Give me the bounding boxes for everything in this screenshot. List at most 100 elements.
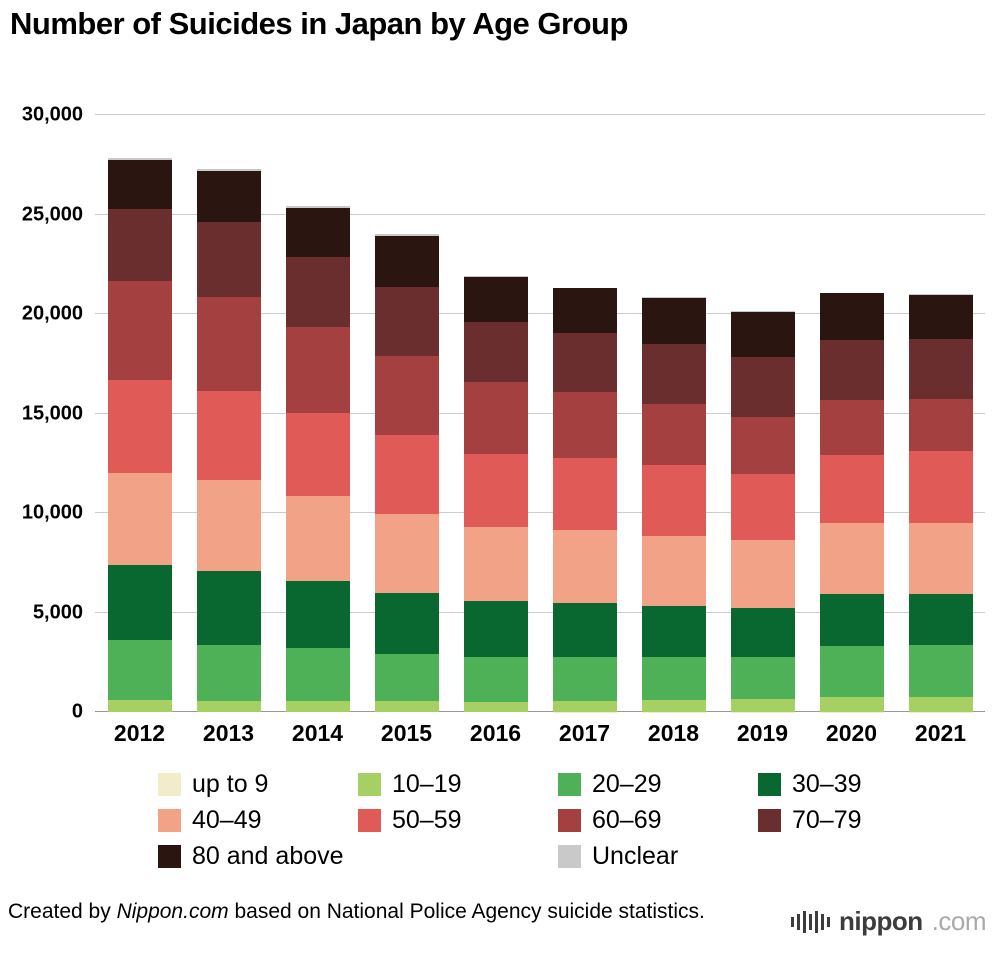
legend-label: 20–29 xyxy=(592,770,662,798)
bar-segment xyxy=(730,608,795,657)
bar-segment xyxy=(285,257,350,328)
legend-item: Unclear xyxy=(558,842,758,871)
bar-segment xyxy=(908,451,973,524)
bar-segment xyxy=(107,473,172,566)
legend-label: up to 9 xyxy=(192,770,269,798)
y-tick-label: 0 xyxy=(71,700,83,723)
bar-segment xyxy=(374,233,439,236)
x-tick-label: 2017 xyxy=(558,720,611,746)
bar-segment xyxy=(730,474,795,541)
bar-segment xyxy=(908,697,973,712)
y-tick-label: 25,000 xyxy=(21,203,83,225)
legend-swatch xyxy=(758,773,781,796)
bar-segment xyxy=(463,454,528,527)
legend-item: 50–59 xyxy=(358,806,558,835)
y-tick-label: 20,000 xyxy=(21,302,83,325)
x-tick-label: 2015 xyxy=(380,720,433,746)
bar-segment xyxy=(285,327,350,414)
source-note: Created by Nippon.com based on National … xyxy=(8,898,748,925)
legend-item: 80 and above xyxy=(158,842,358,871)
bar-segment xyxy=(730,356,795,417)
bar-segment xyxy=(641,403,706,466)
bar-segment xyxy=(107,380,172,474)
bar-segment xyxy=(374,513,439,593)
bar-segment xyxy=(641,343,706,404)
bar-segment xyxy=(730,540,795,609)
bar-segment xyxy=(285,701,350,712)
legend-item: up to 9 xyxy=(158,770,358,799)
legend-swatch xyxy=(558,809,581,832)
nippon-logo-tld: .com xyxy=(931,906,987,936)
legend-swatch xyxy=(558,773,581,796)
bar-segment xyxy=(908,398,973,452)
legend-swatch xyxy=(158,809,181,832)
bar-segment xyxy=(908,295,973,340)
gridline xyxy=(95,611,985,613)
bar-segment xyxy=(819,523,884,595)
bar-segment xyxy=(641,700,706,712)
bar-segment xyxy=(374,654,439,701)
bar-segment xyxy=(730,311,795,357)
x-tick-label: 2018 xyxy=(647,720,700,746)
bar-segment xyxy=(908,294,973,296)
bar-segment xyxy=(641,297,706,299)
bar-2019 xyxy=(730,115,795,712)
legend-label: 80 and above xyxy=(192,842,344,870)
nippon-logo-mark-icon xyxy=(791,910,831,933)
bar-segment xyxy=(374,355,439,435)
bar-segment xyxy=(374,700,439,712)
gridline xyxy=(95,114,985,115)
bar-segment xyxy=(463,701,528,712)
bar-segment xyxy=(285,580,350,648)
bar-segment xyxy=(107,565,172,641)
bar-segment xyxy=(285,207,350,258)
bar-segment xyxy=(641,536,706,606)
plot-area: 0 5,000 10,000 15,000 20,000 25,000 30,000 xyxy=(22,104,985,723)
legend-swatch xyxy=(158,773,181,796)
source-note-site: Nippon.com xyxy=(116,900,229,923)
legend-label: 50–59 xyxy=(392,806,462,834)
bar-segment xyxy=(107,208,172,282)
bar-segment xyxy=(285,647,350,702)
gridline xyxy=(95,313,985,314)
legend-label: 60–69 xyxy=(592,806,662,834)
bar-segment xyxy=(196,170,261,222)
bar-segment xyxy=(819,455,884,524)
legend-label: 30–39 xyxy=(792,770,862,798)
source-note-suffix: based on National Police Agency suicide … xyxy=(228,900,705,923)
x-tick-label: 2020 xyxy=(825,720,878,746)
x-tick-label: 2014 xyxy=(291,720,344,746)
source-note-prefix: Created by xyxy=(8,900,117,923)
bar-segment xyxy=(552,602,617,657)
legend-item: 30–39 xyxy=(758,770,958,799)
bar-2020 xyxy=(819,115,884,712)
bar-segment xyxy=(552,288,617,334)
bar-segment xyxy=(463,276,528,322)
legend-label: Unclear xyxy=(592,842,679,870)
legend-item: 10–19 xyxy=(358,770,558,799)
bar-segment xyxy=(107,640,172,701)
bar-segment xyxy=(107,157,172,160)
bar-segment xyxy=(730,416,795,475)
legend-label: 10–19 xyxy=(392,770,462,798)
x-axis-labels: 2012 2013 2014 2015 2016 2017 2018 2019 2020 2021 xyxy=(95,720,985,747)
bar-segment xyxy=(819,646,884,697)
bar-segment xyxy=(730,656,795,699)
x-tick-label: 2012 xyxy=(113,720,166,746)
y-tick-label: 15,000 xyxy=(21,402,83,424)
bar-segment xyxy=(641,298,706,344)
legend-label: 40–49 xyxy=(192,806,262,834)
bar-segment xyxy=(730,310,795,312)
bar-segment xyxy=(908,594,973,646)
x-tick-label: 2021 xyxy=(914,720,967,746)
bar-segment xyxy=(463,321,528,383)
legend-item: 40–49 xyxy=(158,806,358,835)
x-tick-label: 2013 xyxy=(202,720,255,746)
bar-segment xyxy=(552,700,617,712)
bar-segment xyxy=(196,645,261,701)
nippon-logo-text: nippon xyxy=(839,906,923,936)
bar-2014 xyxy=(285,115,350,712)
bar-2021 xyxy=(908,115,973,712)
bar-segment xyxy=(819,292,884,294)
bar-segment xyxy=(374,235,439,288)
